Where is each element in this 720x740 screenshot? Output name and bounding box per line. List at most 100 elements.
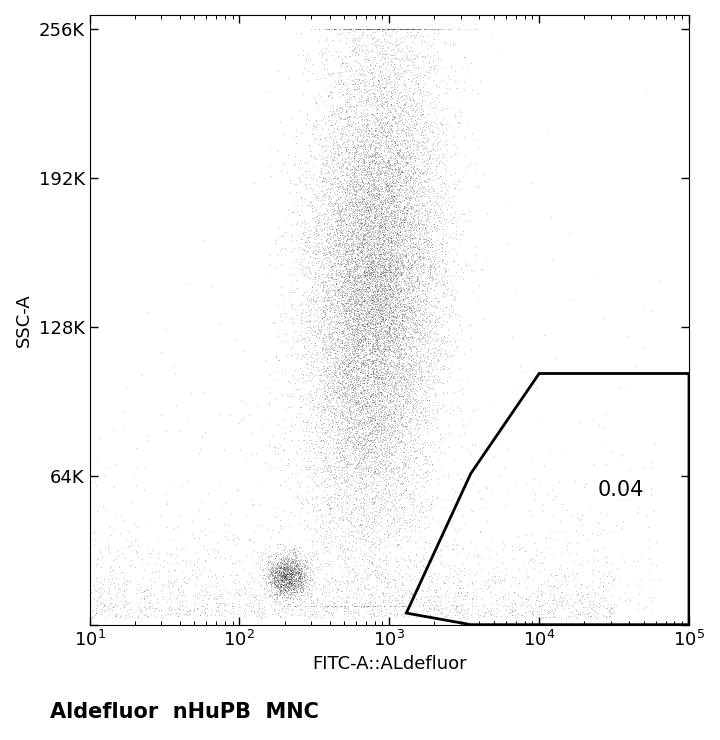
Point bbox=[391, 67, 402, 78]
Point bbox=[275, 581, 287, 593]
Point bbox=[354, 466, 366, 478]
Point bbox=[379, 380, 390, 391]
Point bbox=[427, 184, 438, 195]
Point bbox=[354, 195, 366, 206]
Point bbox=[408, 322, 419, 334]
Point bbox=[413, 81, 424, 93]
Point bbox=[418, 246, 429, 258]
Point bbox=[309, 152, 320, 164]
Point bbox=[405, 235, 416, 246]
Point bbox=[398, 306, 410, 317]
Point bbox=[297, 595, 308, 607]
Point bbox=[587, 603, 598, 615]
Point bbox=[397, 371, 408, 383]
Point bbox=[385, 402, 397, 414]
Point bbox=[361, 283, 372, 295]
Point bbox=[356, 317, 367, 329]
Point bbox=[359, 164, 370, 175]
Point bbox=[414, 167, 426, 179]
Point bbox=[371, 283, 382, 295]
Point bbox=[588, 552, 600, 564]
Point bbox=[346, 337, 357, 349]
Point bbox=[374, 148, 385, 160]
Point bbox=[286, 565, 297, 577]
Point bbox=[365, 539, 377, 551]
Point bbox=[290, 584, 302, 596]
Point bbox=[400, 458, 411, 470]
Point bbox=[353, 417, 364, 428]
Point bbox=[388, 344, 400, 356]
Point bbox=[314, 305, 325, 317]
Point bbox=[389, 217, 400, 229]
Point bbox=[312, 192, 323, 204]
Point bbox=[369, 386, 380, 398]
Point bbox=[345, 375, 356, 387]
Point bbox=[269, 565, 280, 577]
Point bbox=[409, 209, 420, 221]
Point bbox=[369, 220, 381, 232]
Point bbox=[377, 219, 388, 231]
Point bbox=[381, 327, 392, 339]
Point bbox=[366, 317, 377, 329]
Point bbox=[375, 227, 387, 239]
Point bbox=[401, 30, 413, 42]
Point bbox=[392, 117, 403, 129]
Point bbox=[341, 339, 352, 351]
Point bbox=[365, 204, 377, 215]
Point bbox=[318, 382, 329, 394]
Point bbox=[384, 474, 395, 485]
Point bbox=[408, 340, 420, 352]
Point bbox=[324, 377, 336, 389]
Point bbox=[280, 561, 292, 573]
Point bbox=[378, 337, 390, 349]
Point bbox=[402, 145, 414, 157]
Point bbox=[383, 325, 395, 337]
Point bbox=[377, 246, 389, 258]
Point bbox=[402, 221, 414, 233]
Point bbox=[107, 602, 119, 613]
Point bbox=[279, 546, 290, 558]
Point bbox=[403, 44, 415, 56]
Point bbox=[334, 425, 346, 437]
Point bbox=[372, 135, 383, 147]
Point bbox=[370, 371, 382, 383]
Point bbox=[371, 265, 382, 277]
Point bbox=[339, 246, 351, 258]
Point bbox=[286, 557, 297, 569]
Point bbox=[419, 188, 431, 200]
Point bbox=[323, 586, 335, 598]
Point bbox=[369, 378, 380, 390]
Point bbox=[395, 488, 407, 500]
Point bbox=[135, 586, 146, 598]
Point bbox=[348, 393, 360, 405]
Point bbox=[418, 471, 429, 483]
Point bbox=[392, 253, 404, 265]
Point bbox=[431, 64, 442, 76]
Point bbox=[354, 32, 366, 44]
Point bbox=[325, 600, 337, 612]
Point bbox=[414, 352, 426, 364]
Point bbox=[343, 309, 355, 321]
Point bbox=[367, 173, 379, 185]
Point bbox=[431, 586, 442, 598]
Point bbox=[297, 584, 309, 596]
Point bbox=[338, 367, 350, 379]
Point bbox=[362, 203, 374, 215]
Point bbox=[378, 357, 390, 369]
Point bbox=[394, 239, 405, 251]
Point bbox=[451, 525, 462, 537]
Point bbox=[318, 157, 329, 169]
Point bbox=[395, 186, 406, 198]
Point bbox=[328, 306, 340, 317]
Point bbox=[364, 378, 375, 390]
Point bbox=[497, 574, 508, 586]
Point bbox=[351, 600, 362, 612]
Point bbox=[357, 492, 369, 504]
Point bbox=[356, 239, 368, 251]
Point bbox=[384, 343, 396, 355]
Point bbox=[314, 171, 325, 183]
Point bbox=[330, 317, 342, 329]
Point bbox=[379, 149, 391, 161]
Point bbox=[362, 468, 374, 480]
Point bbox=[263, 572, 274, 584]
